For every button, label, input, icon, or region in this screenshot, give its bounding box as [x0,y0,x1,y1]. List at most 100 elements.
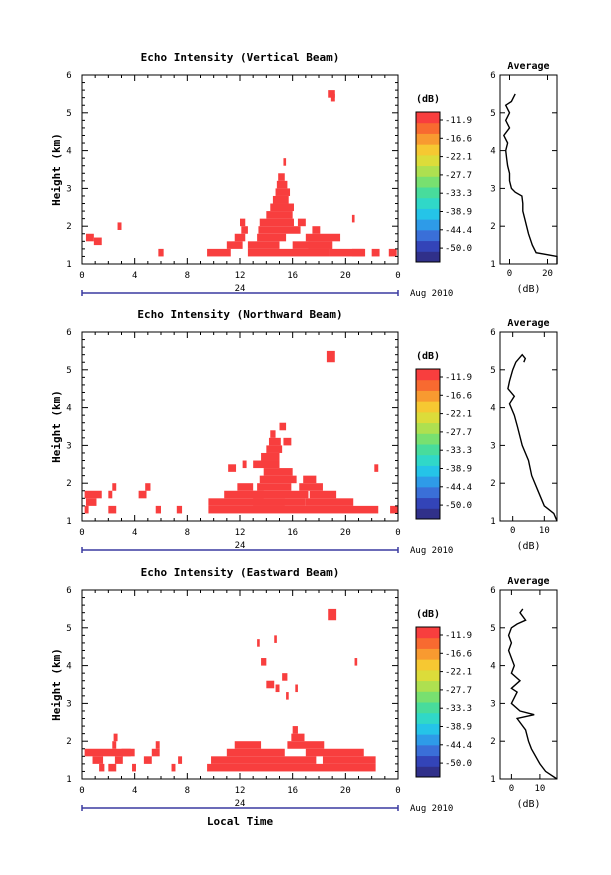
heatmap-cell [208,498,285,506]
heatmap-cell [226,748,285,757]
colorbar-tick-label: -27.7 [445,171,472,181]
heatmap-cell [211,756,317,764]
heatmap-cell [113,733,118,742]
heatmap-cell [145,483,151,491]
heatmap-cell [283,158,287,166]
colorbar-tick-label: -33.3 [445,704,472,714]
average-title: Average [507,318,549,329]
average-profile-panel: Average 1 2 3 4 5 6 0 10 (dB) [490,318,558,552]
colorbar-tick-label: -44.4 [445,483,472,493]
heatmap-cell [257,639,260,647]
heatmap-cell [208,505,379,514]
average-frame [499,74,558,265]
heatmap-cell [354,658,358,666]
colorbar-segment [416,219,440,231]
heatmap-cell [263,468,293,476]
average-profile-panel: Average 1 2 3 4 5 6 0 20(dB) [490,61,558,295]
colorbar-segment [416,369,440,381]
colorbar-segment [416,411,440,424]
colorbar-tick-label: -16.6 [445,391,472,401]
panel-title: Echo Intensity (Northward Beam) [137,308,342,321]
average-y-tick-label: 2 [490,222,495,232]
heatmap-cell [93,237,102,246]
heatmap-cell [371,248,380,257]
x-axis: 0 4 8 12 16 20 0 [79,332,401,538]
average-x-tick-label: 20 [542,269,553,279]
colorbar-unit-label: (dB) [416,94,440,105]
average-y-tick-label: 1 [490,517,495,527]
heatmap-cell [114,756,123,764]
heatmap-cell [309,490,337,499]
average-y-tick-label: 5 [490,109,495,119]
heatmap-cells [85,90,397,257]
heatmap-cell [266,211,293,219]
heatmap-cell [117,222,122,230]
heatmap-cell [112,741,117,749]
heatmap-cell [234,741,262,749]
heatmap-cell [351,248,366,257]
heatmap-cell [132,763,136,772]
colorbar-segment [416,401,440,413]
colorbar-segment [416,702,440,714]
date-suffix-label: Aug 2010 [410,804,453,814]
colorbar: (dB) -11.9 -16.6 -22.1 -27.7 -33.3 -38.9 -44.4 -… [415,609,472,778]
colorbar-tick-label: -11.9 [445,631,472,641]
heatmap-cell [207,763,376,772]
date-suffix-label: Aug 2010 [410,289,453,299]
heatmap-cell [92,756,104,764]
y-tick-label: 5 [66,624,71,634]
x-tick-label: 20 [340,528,351,538]
y-tick-label: 3 [66,441,71,451]
heatmap-cell [176,505,183,514]
x-tick-label: 0 [79,786,84,796]
colorbar-segment [416,669,440,682]
y-tick-label: 4 [66,404,71,414]
colorbar-unit-label: (dB) [416,609,440,620]
heatmap-cell [121,748,135,757]
heatmap-cell [351,214,355,223]
x-tick-label: 0 [79,271,84,281]
heatmap-cell [275,684,280,693]
heatmap-cell [108,490,113,499]
heatmap-cell [155,505,161,514]
average-y-tick-label: 2 [490,737,495,747]
colorbar-segment [416,176,440,188]
heatmap-cell [228,464,237,472]
colorbar-tick-label: -44.4 [445,741,472,751]
heatmap-cell [171,763,176,772]
colorbar-segment [416,197,440,209]
heatmap-cell [305,233,341,242]
colorbar-segment [416,637,440,649]
average-y-tick-label: 2 [490,479,495,489]
x-axis-title: Local Time [207,815,274,828]
y-axis-title: Height (km) [50,390,63,463]
heatmap-cell [330,93,335,102]
average-y-tick-label: 3 [490,699,495,709]
colorbar-tick-label: -38.9 [445,208,472,218]
y-tick-label: 2 [66,222,71,232]
heatmap-cell [108,763,117,772]
average-y-tick-label: 3 [490,184,495,194]
heatmap-cell [278,173,285,181]
y-tick-label: 5 [66,366,71,376]
colorbar-segment [416,133,440,145]
colorbar-segment [416,433,440,445]
x-tick-label: 0 [79,528,84,538]
x-tick-label: 16 [287,786,298,796]
heatmap-cell [286,692,289,700]
heatmap-cell [253,490,309,499]
date-suffix-label: Aug 2010 [410,546,453,556]
date-label: 24 [235,799,246,809]
colorbar: (dB) -11.9 -16.6 -22.1 -27.7 -33.3 -38.9 -44.4 -… [415,94,472,263]
heatmap-cell [108,505,117,514]
average-y-tick-label: 1 [490,260,495,270]
average-x-axis-title: (dB) [516,541,540,552]
heatmap-cell [303,475,317,484]
y-axis: 1 2 3 4 5 6 [66,586,398,785]
panel-2: Echo Intensity (Northward Beam)123456Hei… [50,308,558,556]
colorbar-segment [416,476,440,488]
x-tick-label: 4 [132,528,137,538]
heatmap-cell [305,748,364,757]
heatmap-cell [258,226,301,234]
colorbar-segment [416,165,440,177]
